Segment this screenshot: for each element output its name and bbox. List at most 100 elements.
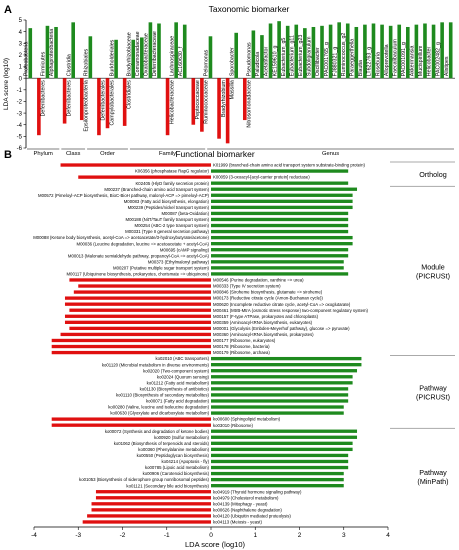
panel-b-functional-chart: B Functional biomarker LDA score (log10)…: [4, 149, 455, 549]
chart-a-bar: [71, 22, 75, 79]
panel-a-label: A: [4, 4, 12, 16]
chart-a-category-label: Peptococcaceae: [195, 80, 201, 119]
chart-a-bar: [122, 78, 127, 126]
chart-a-category-label: Burkholderiales: [109, 39, 115, 76]
chart-b-bar: [69, 326, 212, 331]
chart-a-category-label: Pelomonas: [204, 49, 210, 76]
chart-a-y-tick-label: 1: [19, 65, 23, 71]
chart-a-bar: [260, 35, 264, 79]
chart-b-bar: [73, 290, 211, 294]
chart-b-x-tick-label: 0: [209, 532, 213, 539]
chart-a-bar: [208, 36, 213, 79]
chart-a-bar: [440, 22, 444, 79]
chart-a-bar: [414, 24, 419, 79]
chart-a-category-label: Ruminococcaceae: [204, 80, 210, 124]
chart-a-bar: [311, 26, 316, 79]
chart-b-bar: [82, 520, 211, 524]
chart-b-bar: [211, 387, 349, 391]
chart-b-bar: [78, 175, 211, 179]
chart-b-category-label: M00359 (Aminoacyl-tRNA biosynthesis, euk…: [213, 320, 313, 325]
chart-a-bar: [328, 24, 333, 79]
chart-b-bar: [211, 405, 344, 409]
chart-a-bar: [28, 28, 33, 79]
chart-a-y-tick-label: -1: [17, 88, 23, 94]
chart-a-category-label: Subdoligranulum: [307, 36, 313, 76]
chart-b-category-label: M00173 (Reductive citrate cycle (Arnon-B…: [213, 296, 323, 301]
panel-b-label: B: [4, 149, 12, 161]
chart-a-category-label: Alloprevotella: [384, 44, 390, 76]
chart-b-group-label: (PICRUSt): [416, 271, 450, 280]
chart-a-bar: [251, 30, 256, 79]
chart-b-category-label: M00373 (Ethylmalonyl pathway): [148, 259, 210, 264]
chart-a-category-label: Bradyrhizobiaceae: [126, 32, 132, 76]
chart-a-category-label: Alphaproteobacteria: [49, 29, 55, 76]
chart-b-bar: [64, 314, 211, 318]
chart-b-category-label: ko01053 (Biosynthesis of siderophore gro…: [79, 477, 210, 482]
chart-a-category-label: Faecalibaculum: [392, 38, 398, 76]
chart-a-category-label: Eubacterium_g11: [289, 35, 295, 76]
chart-a-group-label: Genus: [322, 151, 339, 157]
chart-b-bar: [87, 514, 211, 518]
chart-a-category-label: Comamonadaceae: [135, 31, 141, 76]
chart-b-bar: [211, 211, 349, 216]
chart-a-category-label: Deferribacteres: [41, 80, 47, 117]
chart-a-bar: [79, 78, 84, 121]
chart-b-category-label: ko01062 (Biosynthesis of terpenoids and …: [114, 441, 210, 446]
chart-b-bar: [51, 423, 212, 427]
chart-b-bar: [211, 229, 349, 234]
chart-a-bar: [62, 78, 67, 124]
chart-b-category-label: ko01120 (Microbial metabolism in diverse…: [102, 362, 210, 367]
chart-b-category-label: ko00072 (Synthesis and degradation of ke…: [105, 429, 210, 434]
chart-b-category-label: ko01110 (Biosynthesis of secondary metab…: [116, 393, 210, 398]
chart-b-category-label: M00239 (Peptides/nickel transport system…: [128, 205, 210, 210]
chart-b-bar: [211, 223, 349, 228]
chart-a-bar: [431, 24, 436, 79]
chart-a-bar: [234, 32, 239, 79]
chart-b-bar: [211, 272, 349, 276]
chart-b-category-label: K00059 (3-oxoacyl-[acyl-carrier protein]…: [213, 175, 310, 180]
chart-b-category-label: M00237 (Branched-chain amino acid transp…: [104, 187, 209, 192]
chart-b-bar: [211, 484, 344, 488]
chart-b-x-tick-label: 4: [386, 532, 390, 539]
chart-a-bar: [225, 78, 230, 144]
chart-a-bar: [354, 26, 359, 79]
chart-b-category-label: ko01130 (Biosynthesis of antibiotics): [140, 386, 210, 391]
chart-b-bar: [211, 248, 349, 252]
chart-b-category-label: ko00550 (Peptidoglycan biosynthesis): [137, 453, 210, 458]
chart-b-category-label: ko00600 (Sphingolipid metabolism): [213, 417, 281, 422]
chart-b-bar: [51, 350, 212, 355]
chart-b-bar: [211, 393, 349, 397]
chart-b-category-label: M00846 (Siroheme biosynthesis, glutamate…: [213, 290, 323, 295]
chart-a-category-label: AC160630_f: [178, 46, 184, 76]
chart-a-category-label: Mucispirillum: [418, 45, 424, 76]
chart-b-category-label: K02405 (HlyD family secretion protein): [135, 181, 209, 186]
chart-a-category-label: PAC001765_g: [324, 42, 330, 76]
chart-a-bar: [363, 24, 367, 79]
chart-b-bar: [64, 302, 211, 306]
chart-b-group-label: Pathway: [419, 383, 447, 392]
chart-b-category-label: ko02010 (ABC transporters): [156, 356, 210, 361]
chart-a-title: Taxonomic biomarker: [209, 4, 290, 14]
chart-b-category-label: ko04979 (Cholesterol metabolism): [213, 495, 279, 500]
chart-a-y-tick-label: 4: [19, 30, 23, 36]
chart-b-category-label: M00036 (Leucine degradation, leucine => …: [77, 241, 210, 246]
chart-b-category-label: M00117 (Ubiquinone biosynthesis, prokary…: [66, 272, 209, 277]
chart-b-x-tick-label: -4: [31, 532, 37, 539]
chart-a-bar: [303, 28, 307, 79]
chart-b-bar: [211, 471, 344, 476]
chart-a-category-label: Deferribacterales: [101, 80, 107, 121]
chart-a-category-label: Eubacterium_g23: [298, 35, 304, 77]
chart-a-bar: [242, 78, 247, 121]
chart-a-bar: [97, 78, 101, 136]
chart-a-bar: [371, 23, 376, 79]
chart-b-bar: [211, 187, 358, 191]
chart-a-bar: [268, 23, 273, 79]
chart-b-bar: [211, 369, 358, 373]
chart-b-bar: [95, 490, 211, 494]
chart-b-category-label: M00572 (Pimeloyl-ACP biosynthesis, BioC-…: [38, 193, 210, 198]
chart-a-category-label: Sporobacter: [229, 47, 235, 76]
chart-a-category-label: Bradyrhizobium: [221, 80, 227, 117]
chart-a-category-label: PAC002482_g: [435, 42, 441, 76]
